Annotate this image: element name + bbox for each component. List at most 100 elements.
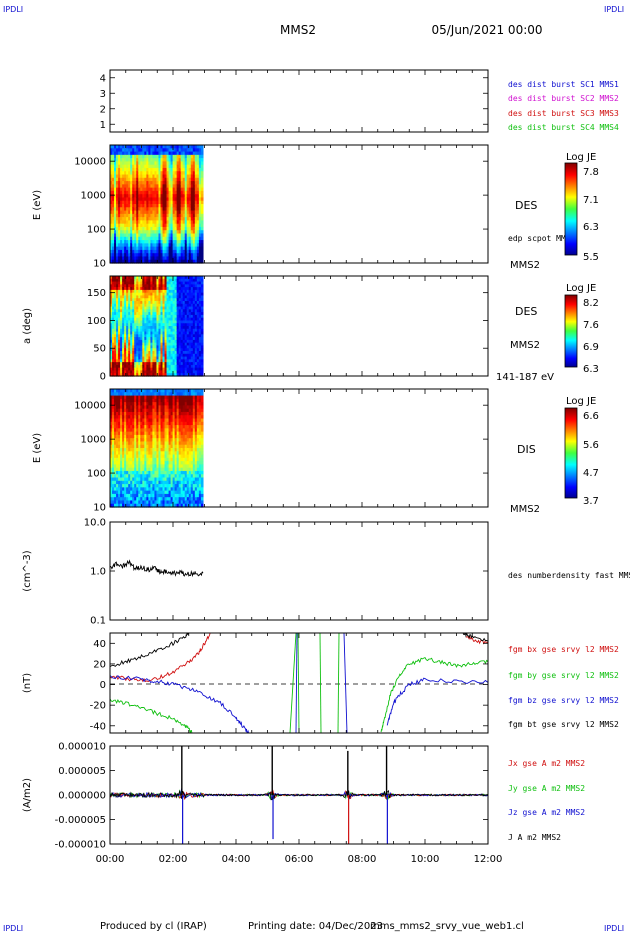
heatmap-cell bbox=[158, 148, 162, 153]
heatmap-cell bbox=[164, 220, 168, 225]
heatmap-cell bbox=[128, 467, 131, 472]
heatmap-cell bbox=[134, 353, 137, 358]
heatmap-cell bbox=[158, 500, 162, 505]
heatmap-cell bbox=[156, 276, 160, 280]
heatmap-cell bbox=[134, 177, 137, 182]
heatmap-cell bbox=[192, 181, 196, 185]
heatmap-cell bbox=[188, 243, 192, 248]
heatmap-cell bbox=[198, 167, 202, 172]
heatmap-cell bbox=[110, 402, 113, 406]
heatmap-cell bbox=[184, 415, 188, 420]
heatmap-cell bbox=[186, 289, 190, 294]
heatmap-cell bbox=[146, 395, 149, 400]
heatmap-cell bbox=[146, 326, 149, 330]
heatmap-cell bbox=[138, 207, 141, 212]
heatmap-cell bbox=[176, 259, 180, 264]
heatmap-cell bbox=[172, 259, 176, 264]
heatmap-cell bbox=[188, 161, 192, 166]
heatmap-cell bbox=[140, 457, 143, 462]
heatmap-cell bbox=[116, 356, 119, 360]
heatmap-cell bbox=[200, 187, 204, 192]
heatmap-cell bbox=[176, 292, 180, 297]
heatmap-cell bbox=[132, 303, 135, 308]
heatmap-cell bbox=[186, 441, 190, 446]
heatmap-cell bbox=[182, 331, 186, 335]
heatmap-cell bbox=[124, 312, 127, 316]
heatmap-cell bbox=[190, 421, 194, 426]
heatmap-cell bbox=[154, 431, 158, 436]
heatmap-cell bbox=[116, 337, 119, 341]
heatmap-cell bbox=[146, 301, 149, 305]
heatmap-cell bbox=[128, 351, 131, 355]
heatmap-cell bbox=[164, 356, 168, 360]
heatmap-cell bbox=[148, 256, 151, 261]
heatmap-cell bbox=[164, 392, 168, 397]
heatmap-cell bbox=[166, 154, 170, 159]
heatmap-cell bbox=[134, 217, 137, 221]
heatmap-cell bbox=[158, 145, 162, 149]
heatmap-cell bbox=[122, 328, 125, 333]
heatmap-cell bbox=[150, 428, 154, 433]
heatmap-cell bbox=[194, 392, 198, 397]
heatmap-cell bbox=[174, 281, 178, 285]
heatmap-cell bbox=[124, 190, 127, 195]
heatmap-cell bbox=[152, 392, 156, 397]
heatmap-cell bbox=[124, 398, 127, 403]
heatmap-cell bbox=[134, 164, 137, 169]
heatmap-cell bbox=[132, 431, 135, 436]
heatmap-cell bbox=[168, 448, 172, 452]
heatmap-cell bbox=[188, 503, 192, 508]
heatmap-cell bbox=[140, 448, 143, 452]
heatmap-cell bbox=[126, 226, 129, 231]
heatmap-cell bbox=[110, 444, 113, 449]
heatmap-cell bbox=[146, 405, 149, 410]
heatmap-cell bbox=[146, 411, 149, 416]
heatmap-cell bbox=[154, 421, 158, 426]
heatmap-cell bbox=[116, 408, 119, 413]
heatmap-cell bbox=[134, 392, 137, 397]
heatmap-cell bbox=[176, 236, 180, 241]
heatmap-cell bbox=[142, 240, 145, 244]
heatmap-cell bbox=[146, 259, 149, 264]
heatmap-cell bbox=[152, 323, 156, 327]
heatmap-cell bbox=[114, 405, 117, 410]
heatmap-cell bbox=[190, 464, 194, 469]
heatmap-cell bbox=[188, 207, 192, 212]
heatmap-cell bbox=[138, 477, 141, 482]
heatmap-cell bbox=[196, 362, 200, 366]
heatmap-cell bbox=[136, 289, 139, 294]
heatmap-cell bbox=[186, 334, 190, 338]
heatmap-cell bbox=[198, 177, 202, 182]
heatmap-cell bbox=[182, 317, 186, 322]
heatmap-cell bbox=[184, 256, 188, 261]
heatmap-cell bbox=[154, 415, 158, 420]
heatmap-cell bbox=[132, 276, 135, 280]
heatmap-cell bbox=[112, 339, 115, 344]
heatmap-cell bbox=[194, 259, 198, 264]
heatmap-cell bbox=[122, 411, 125, 416]
heatmap-cell bbox=[132, 441, 135, 446]
heatmap-cell bbox=[182, 184, 186, 189]
heatmap-cell bbox=[182, 328, 186, 333]
heatmap-cell bbox=[132, 253, 135, 258]
heatmap-cell bbox=[148, 295, 151, 299]
heatmap-cell bbox=[164, 236, 168, 241]
heatmap-cell bbox=[130, 164, 133, 169]
heatmap-cell bbox=[162, 425, 166, 429]
heatmap-cell bbox=[160, 331, 164, 335]
heatmap-cell bbox=[182, 470, 186, 475]
heatmap-cell bbox=[148, 243, 151, 248]
heatmap-cell bbox=[144, 197, 147, 202]
heatmap-cell bbox=[194, 474, 198, 479]
heatmap-cell bbox=[132, 306, 135, 310]
heatmap-cell bbox=[118, 487, 121, 492]
heatmap-cell bbox=[154, 503, 158, 508]
heatmap-cell bbox=[172, 421, 176, 426]
heatmap-cell bbox=[122, 389, 125, 393]
heatmap-cell bbox=[194, 326, 198, 330]
heatmap-cell bbox=[178, 151, 182, 156]
heatmap-cell bbox=[180, 151, 184, 156]
heatmap-cell bbox=[190, 503, 194, 508]
heatmap-cell bbox=[114, 309, 117, 313]
heatmap-cell bbox=[198, 278, 202, 283]
